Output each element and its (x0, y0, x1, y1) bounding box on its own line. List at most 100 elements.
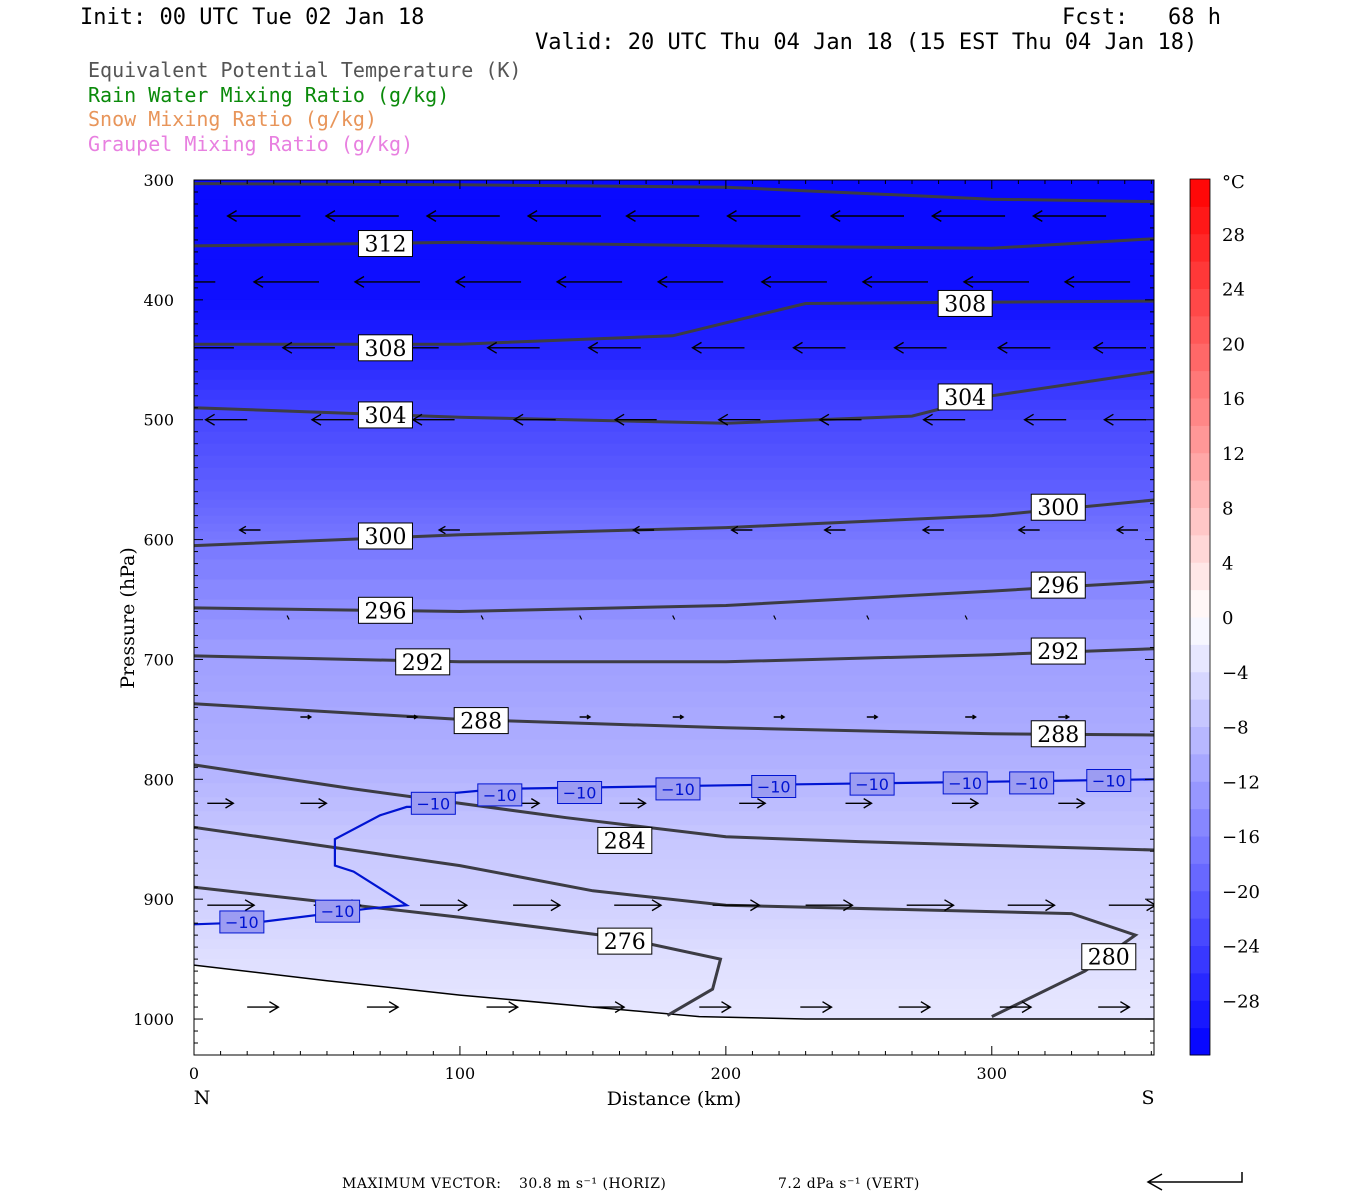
temperature-band (194, 949, 1154, 960)
temperature-band (194, 443, 1154, 457)
contour-label: 292 (1037, 640, 1079, 665)
forecast-hour: Fcst: 68 h (1062, 5, 1221, 30)
y-tick-label: 1000 (133, 1010, 174, 1029)
wind-vector (699, 1001, 732, 1014)
wind-vector (672, 714, 685, 720)
wind-vector (437, 525, 460, 535)
contour-label-box (357, 230, 413, 258)
wind-vector (962, 275, 1029, 288)
plot-frame (193, 179, 1155, 1056)
wind-vector (805, 899, 854, 912)
axes: 300 400 500 600 700 800 900 1000 0 100 200 300 (133, 171, 1155, 1083)
temperature-band (194, 515, 1154, 525)
y-tick-label: 400 (143, 291, 174, 310)
temperature-band (194, 389, 1154, 401)
wind-vector (194, 347, 234, 349)
x-tick-label: 0 (189, 1064, 199, 1083)
x-axis-label: Distance (km) (607, 1088, 742, 1110)
wind-vector (1058, 714, 1071, 720)
temperature-band (194, 959, 1154, 970)
temperature-label-box (219, 910, 265, 934)
wind-vector (1058, 798, 1086, 809)
wind-vector (324, 209, 399, 223)
valid-time: Valid: 20 UTC Thu 04 Jan 18 (15 EST Thu … (535, 30, 1198, 55)
colorbar-segment (1190, 945, 1210, 974)
wind-vector (425, 209, 500, 223)
colorbar-tick-label: 20 (1222, 334, 1245, 355)
temperature-band (194, 339, 1154, 351)
colorbar-tick-label: −28 (1222, 991, 1260, 1012)
legend-entry: Rain Water Mixing Ratio (g/kg) (88, 82, 450, 107)
colorbar-segment (1190, 863, 1210, 892)
wind-vector (921, 525, 944, 535)
legend-entry: Graupel Mixing Ratio (g/kg) (88, 131, 414, 156)
temperature-band (194, 507, 1154, 517)
contour-label: 288 (460, 710, 502, 735)
temperature-band (194, 359, 1154, 371)
wind-vector (579, 714, 592, 720)
wind-vector (717, 413, 761, 426)
temperature-label: −10 (1092, 772, 1126, 791)
temperature-band (194, 399, 1154, 411)
temperature-band (194, 559, 1154, 581)
temperature-band (194, 859, 1154, 870)
temperature-band (194, 199, 1154, 221)
contour-label-box (597, 826, 653, 854)
wind-vector (366, 1001, 400, 1014)
wind-vector (226, 209, 301, 223)
colorbar-segment (1190, 972, 1210, 1001)
colorbar-segment (1190, 343, 1210, 372)
temperature-band (194, 279, 1154, 301)
temperature-contours (194, 778, 1154, 926)
temperature-label: −10 (321, 902, 355, 921)
colorbar-segment (1190, 1027, 1210, 1056)
colorbar-segment (1190, 671, 1210, 700)
colorbar-segment (1190, 699, 1210, 727)
contour-label: 296 (1037, 574, 1079, 599)
wind-vector (818, 413, 862, 426)
wind-vector (730, 525, 753, 535)
contour-label: 304 (944, 386, 986, 411)
temperature-band (194, 811, 1154, 826)
temperature-label: −10 (661, 780, 695, 799)
temperature-label-box (477, 783, 523, 807)
temperature-label-box (557, 781, 603, 804)
colorbar-segment (1190, 808, 1210, 837)
wind-vector (1017, 525, 1040, 535)
contour-label-box (937, 383, 993, 411)
temperature-band (194, 539, 1154, 561)
colorbar-tick-label: 28 (1222, 225, 1245, 246)
temperature-label: −10 (225, 913, 259, 932)
wind-vector (672, 615, 676, 620)
terrain-fill (194, 965, 1154, 1055)
colorbar-tick-label: 24 (1222, 280, 1245, 301)
colorbar-segment (1190, 617, 1210, 645)
reference-vector-arrow (1146, 1172, 1243, 1191)
wind-vector (1103, 413, 1146, 426)
wind-vector (207, 798, 235, 809)
y-tick-label: 900 (143, 890, 174, 909)
contour-label: 300 (1037, 496, 1079, 521)
init-time: Init: 00 UTC Tue 02 Jan 18 (80, 5, 425, 30)
colorbar-tick-label: 12 (1222, 444, 1245, 465)
temperature-band (194, 479, 1154, 493)
wind-vector (513, 899, 562, 912)
wind-vector (1007, 899, 1056, 912)
wind-vector (194, 281, 216, 283)
temperature-band (194, 349, 1154, 361)
wind-vector (712, 899, 761, 912)
colorbar-tick-label: −24 (1222, 937, 1260, 958)
cross-section-chart: 3123083043002962922882842762803083043002… (117, 171, 1260, 1110)
temperature-label: −10 (855, 775, 889, 794)
temperature-band (194, 909, 1154, 920)
colorbar-segment (1190, 726, 1210, 755)
contour-label: 280 (1088, 946, 1130, 971)
temperature-band (194, 849, 1154, 860)
contour-label-box (1030, 571, 1086, 599)
colorbar-tick-label: −16 (1222, 827, 1260, 848)
x-tick-label: 300 (977, 1064, 1008, 1083)
wind-vector (893, 341, 947, 354)
temperature-band (194, 979, 1154, 990)
colorbar-tick-label: 16 (1222, 389, 1245, 410)
temperature-band (194, 919, 1154, 930)
